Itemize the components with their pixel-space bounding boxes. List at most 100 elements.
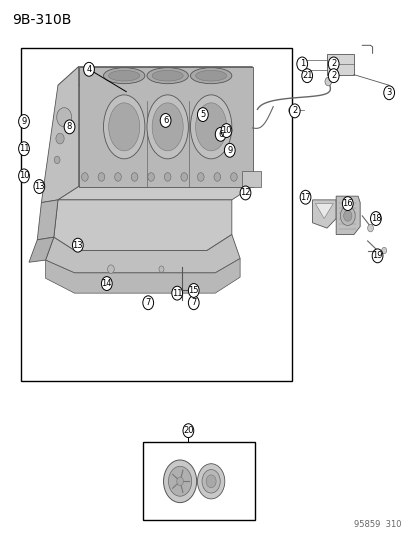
Ellipse shape <box>152 103 183 151</box>
Circle shape <box>371 249 382 263</box>
Circle shape <box>19 142 29 156</box>
Circle shape <box>343 211 351 221</box>
Text: 6: 6 <box>163 116 168 125</box>
Polygon shape <box>41 67 78 203</box>
Circle shape <box>299 190 310 204</box>
Bar <box>21 48 291 381</box>
Text: 15: 15 <box>188 286 199 295</box>
Circle shape <box>160 114 171 127</box>
Polygon shape <box>37 200 58 240</box>
Circle shape <box>168 466 191 496</box>
Ellipse shape <box>108 70 139 81</box>
Circle shape <box>188 296 199 310</box>
Circle shape <box>301 69 312 83</box>
Text: 95859  310: 95859 310 <box>353 520 401 529</box>
Circle shape <box>54 156 60 164</box>
Polygon shape <box>45 235 240 273</box>
Circle shape <box>381 247 386 254</box>
Circle shape <box>147 173 154 181</box>
Polygon shape <box>54 200 231 251</box>
Text: 19: 19 <box>371 252 382 260</box>
Ellipse shape <box>103 68 145 84</box>
Text: 4: 4 <box>86 65 91 74</box>
Circle shape <box>328 57 338 71</box>
Circle shape <box>34 180 45 193</box>
Circle shape <box>142 296 153 310</box>
Ellipse shape <box>152 70 183 81</box>
Text: 13: 13 <box>34 182 45 191</box>
Circle shape <box>98 173 104 181</box>
Circle shape <box>183 424 193 438</box>
Circle shape <box>131 173 138 181</box>
Polygon shape <box>312 200 335 228</box>
Circle shape <box>19 169 29 183</box>
Circle shape <box>328 69 338 83</box>
Text: 7: 7 <box>145 298 150 307</box>
Polygon shape <box>58 187 252 200</box>
Circle shape <box>370 212 380 225</box>
Polygon shape <box>335 196 359 235</box>
Circle shape <box>202 470 220 493</box>
Circle shape <box>81 173 88 181</box>
Circle shape <box>383 86 394 100</box>
Ellipse shape <box>190 95 231 159</box>
Text: 21: 21 <box>301 71 312 80</box>
Text: 14: 14 <box>101 279 112 288</box>
Circle shape <box>230 173 237 181</box>
Circle shape <box>324 77 331 86</box>
Text: 1: 1 <box>299 60 304 68</box>
Polygon shape <box>242 171 260 187</box>
Text: 2: 2 <box>330 60 335 68</box>
Text: 11: 11 <box>171 289 182 297</box>
Ellipse shape <box>108 103 139 151</box>
Text: 9B-310B: 9B-310B <box>12 13 71 27</box>
Polygon shape <box>29 237 54 262</box>
Text: 2: 2 <box>292 107 297 115</box>
Circle shape <box>296 57 307 71</box>
Circle shape <box>72 238 83 252</box>
Circle shape <box>57 108 71 127</box>
Circle shape <box>214 173 220 181</box>
Circle shape <box>240 186 250 200</box>
Text: 9: 9 <box>227 146 232 155</box>
Text: 16: 16 <box>342 199 352 208</box>
Circle shape <box>171 286 182 300</box>
Circle shape <box>176 477 183 486</box>
Ellipse shape <box>147 95 188 159</box>
Polygon shape <box>45 259 240 293</box>
Text: 3: 3 <box>386 88 391 97</box>
Text: 11: 11 <box>19 144 29 153</box>
Circle shape <box>197 464 224 499</box>
Circle shape <box>221 124 231 138</box>
Ellipse shape <box>103 95 145 159</box>
Circle shape <box>188 284 199 297</box>
Circle shape <box>206 475 216 488</box>
Circle shape <box>159 266 164 272</box>
Text: 5: 5 <box>200 110 205 119</box>
Circle shape <box>367 224 373 232</box>
Circle shape <box>342 197 352 211</box>
Text: 2: 2 <box>330 71 335 80</box>
Bar <box>142 442 254 520</box>
Text: 18: 18 <box>370 214 380 223</box>
Text: 8: 8 <box>67 123 72 131</box>
Ellipse shape <box>147 68 188 84</box>
Text: 9: 9 <box>21 117 26 126</box>
Polygon shape <box>58 67 252 85</box>
Circle shape <box>83 62 94 76</box>
Circle shape <box>224 143 235 157</box>
Circle shape <box>163 460 196 503</box>
Ellipse shape <box>195 70 226 81</box>
Circle shape <box>289 104 299 118</box>
Circle shape <box>197 173 204 181</box>
Ellipse shape <box>190 68 231 84</box>
Text: 10: 10 <box>19 172 29 180</box>
Text: 12: 12 <box>240 189 250 197</box>
Ellipse shape <box>195 103 226 151</box>
Circle shape <box>19 115 29 128</box>
Text: 13: 13 <box>72 241 83 249</box>
Circle shape <box>164 173 171 181</box>
Text: 17: 17 <box>299 193 310 201</box>
Circle shape <box>114 173 121 181</box>
Circle shape <box>107 265 114 273</box>
